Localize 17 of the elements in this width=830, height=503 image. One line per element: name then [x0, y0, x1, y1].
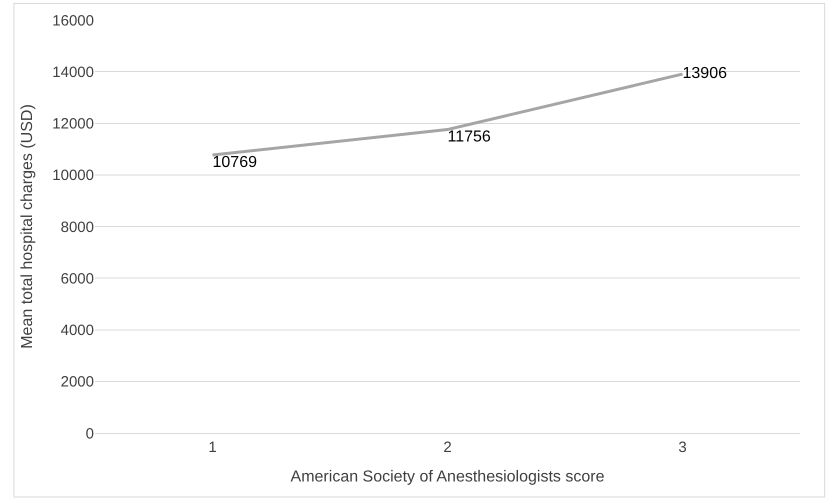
y-axis-title: Mean total hospital charges (USD)	[19, 104, 36, 349]
data-label: 11756	[448, 128, 491, 146]
y-tick-label: 8000	[60, 218, 94, 236]
y-tick-label: 10000	[52, 167, 94, 184]
x-tick-label: 1	[208, 439, 217, 456]
data-label: 10769	[212, 154, 258, 172]
y-tick-label: 2000	[60, 374, 94, 391]
y-tick-label: 14000	[52, 64, 94, 81]
x-axis-title: American Society of Anesthesiologists score	[290, 468, 605, 486]
x-tick-label: 3	[678, 439, 687, 456]
x-tick-label: 2	[443, 439, 452, 456]
y-tick-label: 0	[86, 425, 94, 442]
y-tick-label: 16000	[52, 12, 94, 30]
y-tick-label: 4000	[60, 322, 94, 339]
y-tick-label: 6000	[60, 270, 94, 288]
data-label: 13906	[682, 65, 728, 82]
y-tick-label: 12000	[52, 116, 94, 132]
